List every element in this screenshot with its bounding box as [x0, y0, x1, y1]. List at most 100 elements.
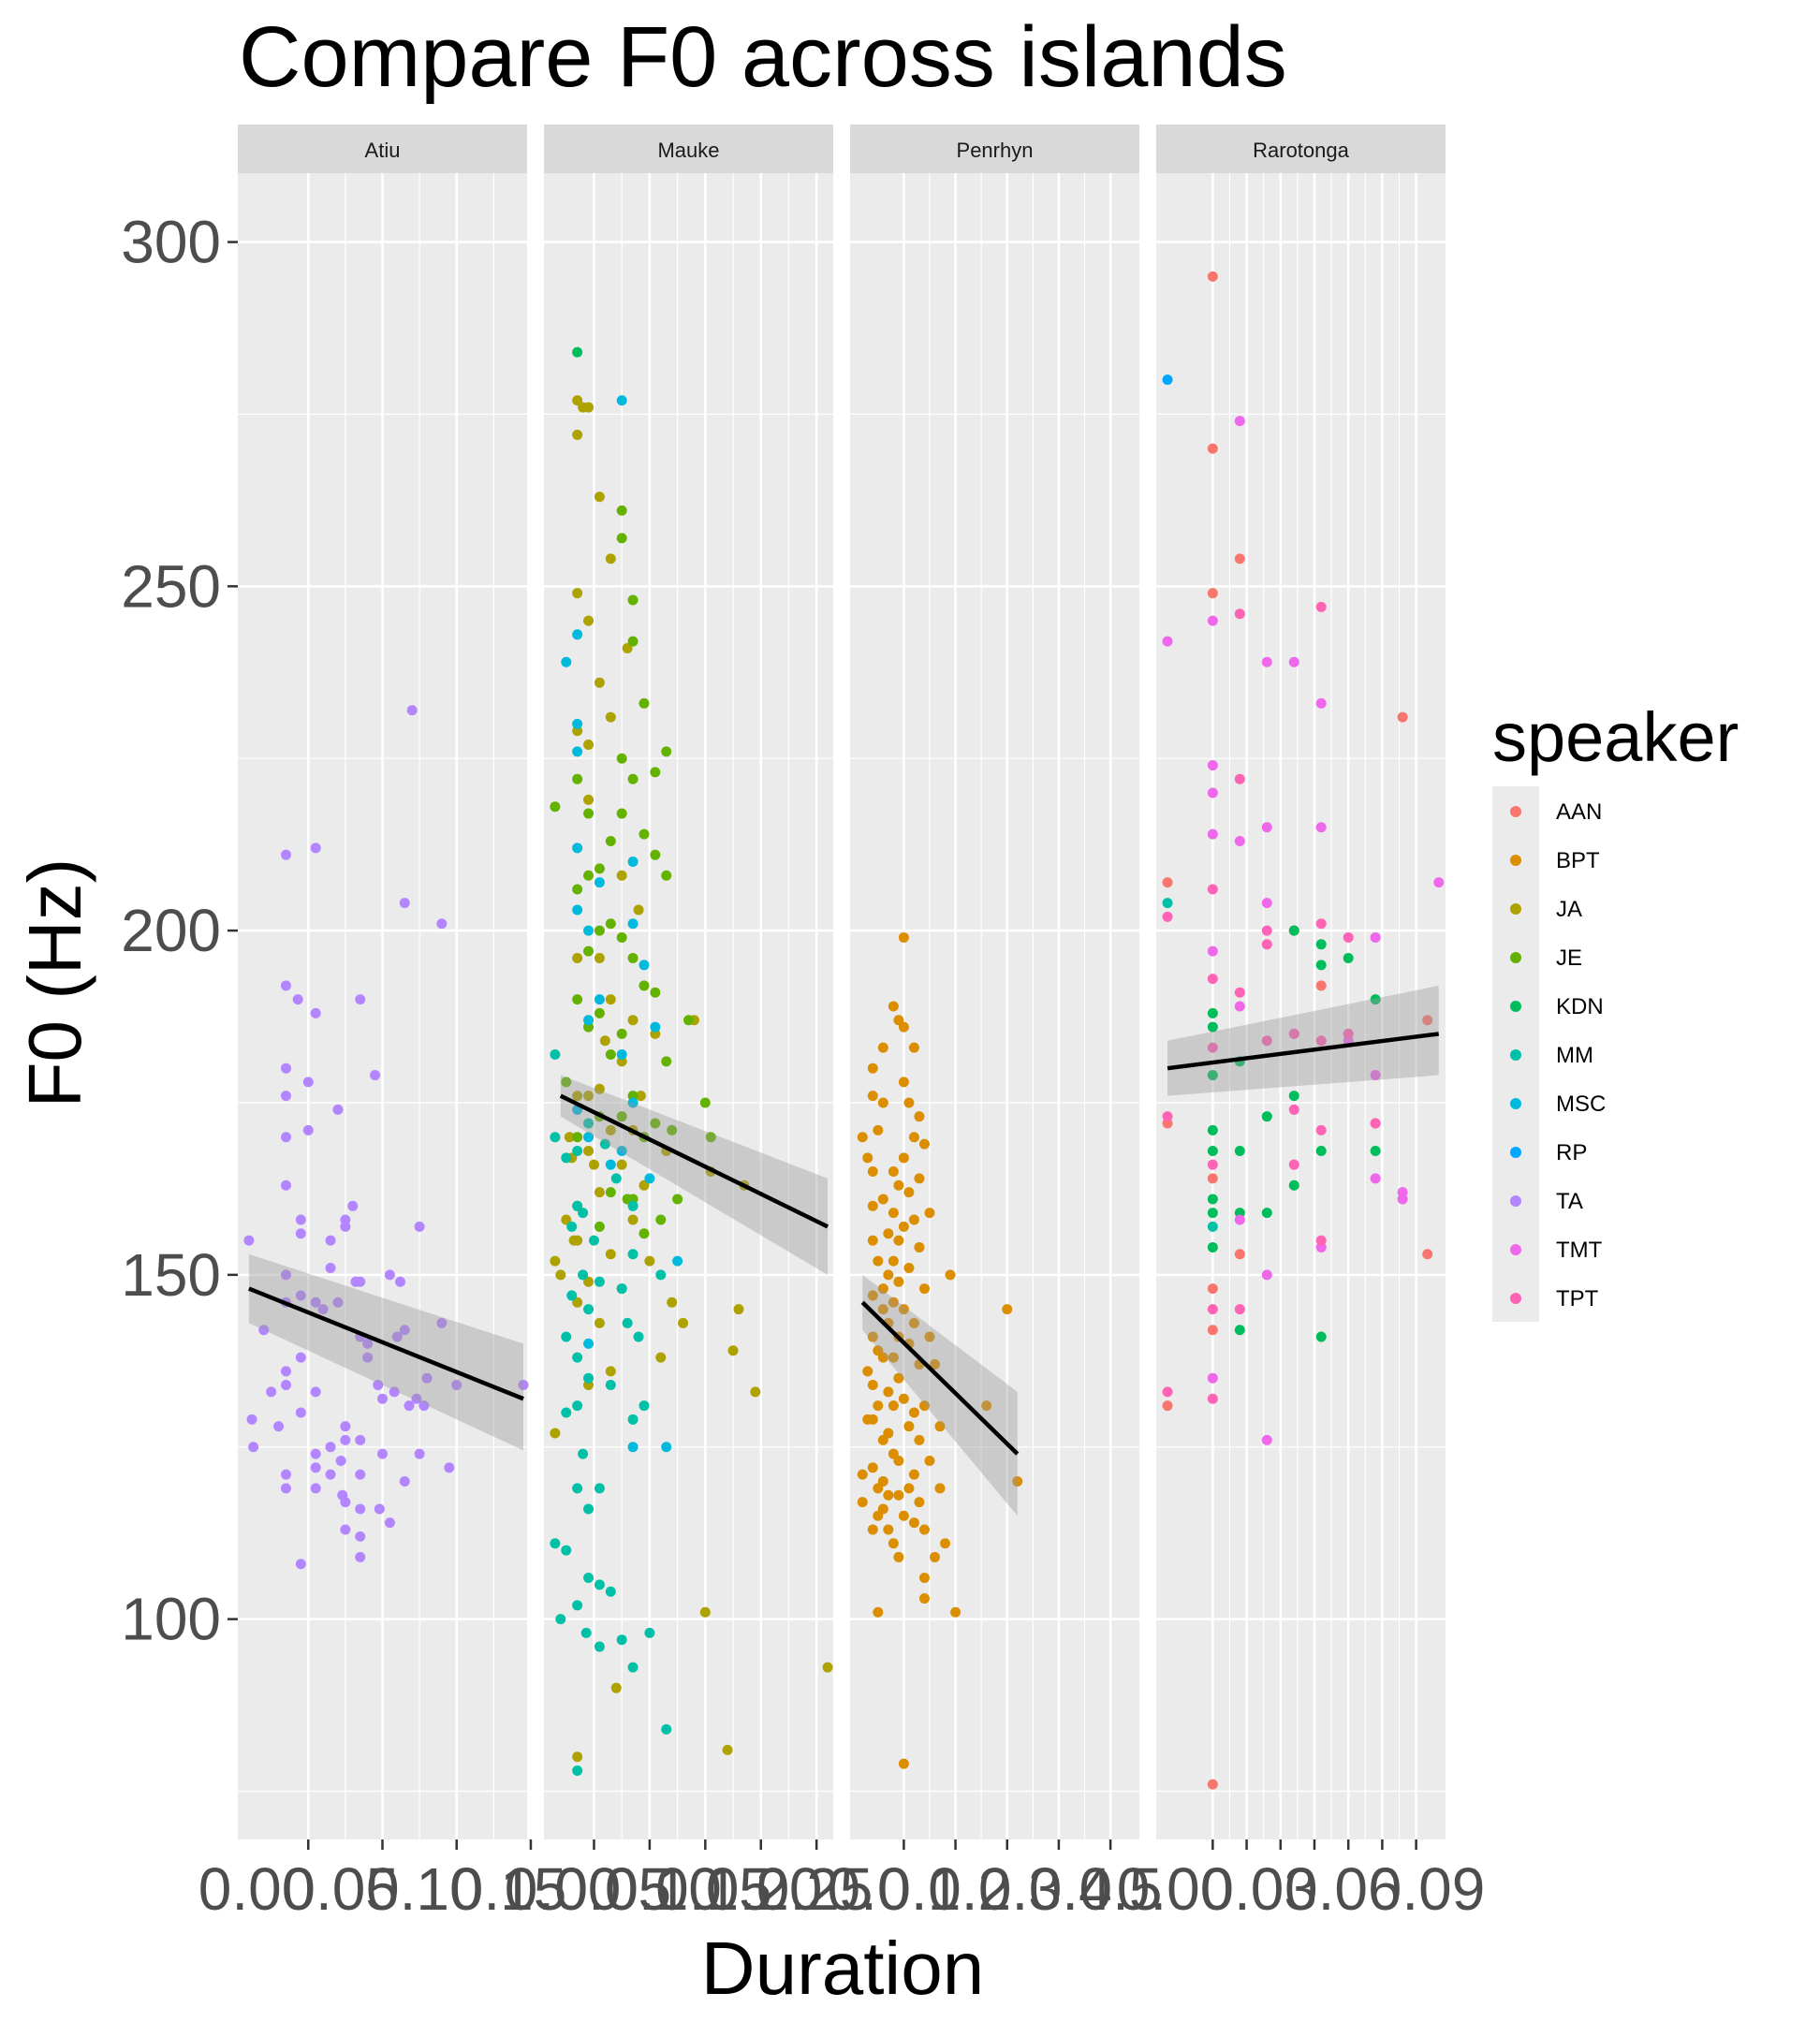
data-point-tmt — [1207, 945, 1218, 957]
data-point-tmt — [1288, 656, 1299, 667]
data-point-tpt — [1234, 1304, 1245, 1315]
data-point-tmt — [1261, 822, 1272, 833]
data-point-ja — [572, 1751, 583, 1763]
data-point-ja — [594, 1083, 605, 1094]
data-point-tmt — [1370, 1173, 1381, 1184]
data-point-msc — [583, 1132, 594, 1143]
data-point-je — [572, 773, 583, 784]
data-point-ta — [273, 1421, 285, 1432]
data-point-mm — [605, 1586, 616, 1597]
data-point-ja — [555, 1269, 566, 1281]
data-point-mm — [583, 1372, 594, 1384]
data-point-je — [616, 931, 627, 943]
data-point-je — [627, 594, 638, 606]
data-point-bpt — [867, 1380, 878, 1391]
data-point-ja — [616, 1159, 627, 1170]
data-point-mm — [578, 1448, 589, 1459]
data-point-bpt — [862, 1152, 873, 1164]
data-point-bpt — [867, 1235, 878, 1246]
data-point-mm — [583, 1572, 594, 1583]
data-point-ta — [325, 1235, 336, 1246]
data-point-mm — [633, 1331, 644, 1342]
data-point-je — [616, 1111, 627, 1122]
data-point-je — [638, 828, 650, 840]
data-point-ja — [655, 1352, 667, 1363]
x-tick-label: 0.05 — [282, 1855, 399, 1923]
data-point-mm — [583, 1118, 594, 1129]
data-point-ja — [605, 1249, 616, 1260]
data-point-ta — [444, 1462, 455, 1473]
data-point-msc — [572, 629, 583, 640]
data-point-mm — [1207, 1221, 1218, 1232]
legend-label: TPT — [1556, 1286, 1599, 1311]
data-point-ja — [699, 1606, 711, 1618]
data-point-ja — [550, 1255, 561, 1267]
data-point-je — [594, 1221, 605, 1232]
y-tick-label: 250 — [121, 552, 221, 620]
data-point-bpt — [1012, 1476, 1023, 1487]
data-point-ta — [340, 1497, 351, 1508]
data-point-je — [616, 808, 627, 819]
data-point-msc — [672, 1255, 683, 1267]
data-point-mm — [566, 1290, 578, 1301]
data-point-kdn — [1315, 1331, 1327, 1342]
data-point-kdn — [1207, 1124, 1218, 1136]
data-point-je — [594, 1007, 605, 1018]
data-point-bpt — [877, 1503, 888, 1515]
data-point-tpt — [1234, 608, 1245, 620]
data-point-bpt — [867, 1200, 878, 1211]
data-point-tpt — [1162, 1386, 1173, 1398]
data-point-bpt — [918, 1138, 930, 1150]
data-point-ta — [391, 1331, 403, 1342]
data-point-ta — [243, 1235, 255, 1246]
data-point-ta — [317, 1304, 329, 1315]
data-point-ta — [340, 1434, 351, 1445]
data-point-ta — [355, 1551, 366, 1562]
data-point-msc — [583, 925, 594, 936]
data-point-ja — [564, 1132, 575, 1143]
data-point-je — [667, 1124, 678, 1136]
data-point-bpt — [918, 1524, 930, 1535]
data-point-mm — [644, 1627, 655, 1638]
data-point-aan — [1422, 1249, 1433, 1260]
data-point-ta — [325, 1263, 336, 1274]
data-point-tpt — [1343, 1028, 1354, 1039]
data-point-bpt — [867, 1166, 878, 1178]
data-point-ta — [389, 1386, 400, 1398]
data-point-ta — [418, 1400, 430, 1412]
x-tick-label: 0.4 — [1029, 1855, 1112, 1923]
data-point-tpt — [1288, 1028, 1299, 1039]
data-point-tmt — [1397, 1194, 1408, 1205]
data-point-ta — [310, 1386, 321, 1398]
data-point-ta — [340, 1221, 351, 1232]
x-axis-label: Duration — [701, 1927, 984, 2010]
data-point-tmt — [1207, 828, 1218, 840]
x-tick-label: 0.09 — [1369, 1855, 1486, 1923]
data-point-msc — [627, 1097, 638, 1108]
data-point-bpt — [893, 1551, 904, 1562]
data-point-ja — [633, 904, 644, 916]
data-point-ta — [281, 849, 291, 860]
data-point-ja — [605, 1366, 616, 1377]
data-point-ja — [594, 677, 605, 688]
x-tick-label: 0.00 — [1117, 1855, 1234, 1923]
data-point-ta — [399, 1325, 410, 1336]
legend-entries: AAN BPT JA JE KDN MM MSC RP TA TMT TPT — [1510, 799, 1606, 1311]
x-tick-label: 0.0 — [828, 1855, 911, 1923]
data-point-ja — [750, 1386, 761, 1398]
data-point-ja — [572, 953, 583, 964]
data-point-je — [616, 505, 627, 516]
data-point-tmt — [1315, 822, 1327, 833]
data-point-tmt — [1261, 1269, 1272, 1281]
data-point-mm — [655, 1269, 667, 1281]
data-point-ta — [281, 1132, 291, 1143]
facet-strip-label: Rarotonga — [1253, 139, 1350, 162]
data-point-mm — [580, 1627, 592, 1638]
data-point-ta — [355, 1503, 366, 1515]
data-point-bpt — [883, 1489, 894, 1501]
x-tick-label: 0.03 — [1200, 1855, 1317, 1923]
data-point-bpt — [908, 1132, 919, 1143]
data-point-tpt — [1207, 884, 1218, 895]
data-point-tpt — [1207, 1393, 1218, 1404]
x-tick-labels: 0.000.050.100.150.000.050.100.150.200.25… — [198, 1855, 1486, 1923]
